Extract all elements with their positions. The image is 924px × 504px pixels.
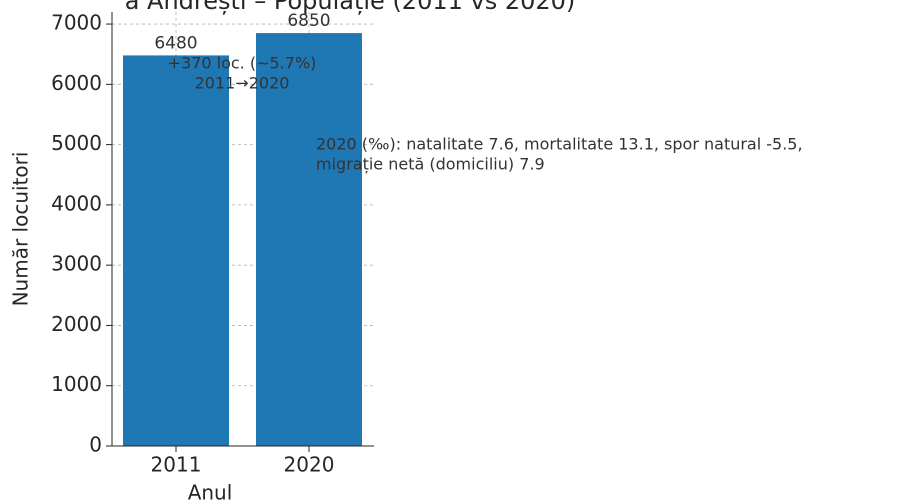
x-tick-label: 2020 [284,453,335,477]
y-tick-label: 3000 [51,252,102,276]
y-tick-label: 4000 [51,191,102,215]
y-tick-label: 2000 [51,312,102,336]
chart-title: a Andrești – Populație (2011 vs 2020) [125,0,576,15]
y-tick-label: 0 [89,433,102,457]
bar [123,55,229,447]
y-axis-label: Număr locuitori [9,152,33,307]
y-tick-label: 1000 [51,372,102,396]
value-label: 6480 [154,33,197,53]
y-tick-label: 6000 [51,71,102,95]
value-label: 6850 [287,11,330,31]
annotation: 2011→2020 [195,74,290,93]
y-tick-label: 5000 [51,131,102,155]
x-tick-label: 2011 [151,453,202,477]
y-tick-label: 7000 [51,11,102,35]
bar [256,33,362,446]
annotation: +370 loc. (~5.7%) [168,54,317,73]
x-axis-label: Anul [188,481,233,504]
annotation: 2020 (‰): natalitate 7.6, mortalitate 13… [316,135,803,154]
annotation: migrație netă (domiciliu) 7.9 [316,155,545,174]
